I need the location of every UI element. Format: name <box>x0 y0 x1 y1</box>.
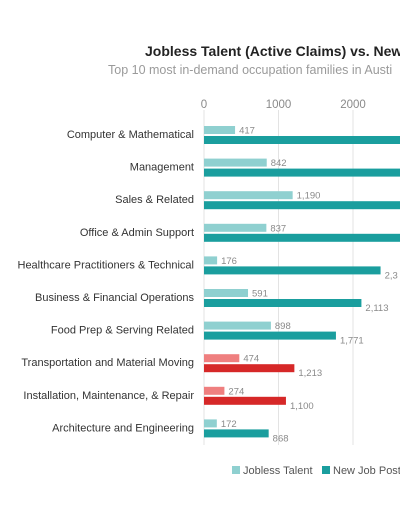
x-axis-ticks: 0 1000 2000 <box>201 99 366 111</box>
data-label-jobless-talent: 474 <box>243 354 259 365</box>
data-label-jobless-talent: 837 <box>270 223 286 234</box>
x-tick-label: 1000 <box>266 99 292 111</box>
bar-new-job-postings <box>204 364 295 373</box>
chart-title: Jobless Talent (Active Claims) vs. New J <box>145 43 400 59</box>
data-label-jobless-talent: 417 <box>239 126 255 137</box>
bar-new-job-postings <box>204 299 362 307</box>
category-labels: Computer & Mathematical Management Sales &… <box>18 129 195 434</box>
bar-new-job-postings <box>204 396 286 405</box>
bar-jobless-talent <box>204 354 240 363</box>
data-label-jobless-talent: 172 <box>221 419 237 430</box>
bar-new-job-postings <box>204 266 381 275</box>
category-label: Business & Financial Operations <box>35 292 194 304</box>
data-label-jobless-talent: 898 <box>275 321 291 332</box>
data-label-jobless-talent: 1,190 <box>297 191 321 202</box>
data-label-new-job-postings: 1,100 <box>290 401 314 412</box>
data-label-new-job-postings: 868 <box>273 433 289 444</box>
bar-jobless-talent <box>204 223 267 232</box>
legend-label-jobless-talent: Jobless Talent <box>243 465 313 477</box>
data-label-new-job-postings: 2,113 <box>365 303 388 314</box>
bar-jobless-talent <box>204 419 217 428</box>
x-tick-label: 0 <box>201 99 207 111</box>
category-label: Transportation and Material Moving <box>21 357 194 369</box>
bar-jobless-talent <box>204 289 249 297</box>
category-label: Architecture and Engineering <box>52 422 194 434</box>
bar-new-job-postings <box>204 331 336 340</box>
category-label: Food Prep & Serving Related <box>51 325 194 337</box>
data-label-new-job-postings: 2,3 <box>385 270 398 281</box>
category-label: Healthcare Practitioners & Technical <box>18 259 195 271</box>
bar-jobless-talent <box>204 158 267 167</box>
bar-jobless-talent <box>204 256 218 265</box>
category-label: Office & Admin Support <box>80 227 194 239</box>
bar-jobless-talent <box>204 191 293 200</box>
data-label-jobless-talent: 591 <box>252 289 268 300</box>
category-label: Management <box>130 162 194 174</box>
legend-swatch-jobless-talent <box>232 466 240 474</box>
bar-jobless-talent <box>204 126 236 134</box>
bar-new-job-postings <box>204 233 400 242</box>
bars: 417 842 1,190 837 176 2,3 591 2,113 898 1,771 474 1… <box>204 126 400 444</box>
data-label-jobless-talent: 176 <box>221 256 237 267</box>
legend-swatch-new-job-postings <box>322 466 330 474</box>
bar-jobless-talent <box>204 321 271 330</box>
legend: Jobless Talent New Job Postin <box>232 465 400 477</box>
bar-jobless-talent <box>204 386 225 395</box>
data-label-new-job-postings: 1,213 <box>298 368 322 379</box>
bar-new-job-postings <box>204 201 400 210</box>
x-tick-label: 2000 <box>340 99 366 111</box>
bar-new-job-postings <box>204 429 269 438</box>
data-label-jobless-talent: 842 <box>271 158 287 169</box>
legend-label-new-job-postings: New Job Postin <box>333 465 400 477</box>
chart-subtitle: Top 10 most in-demand occupation familie… <box>108 63 392 77</box>
category-label: Sales & Related <box>115 194 194 206</box>
category-label: Computer & Mathematical <box>67 129 194 141</box>
data-label-jobless-talent: 274 <box>228 386 244 397</box>
data-label-new-job-postings: 1,771 <box>340 336 364 347</box>
bar-new-job-postings <box>204 168 400 177</box>
category-label: Installation, Maintenance, & Repair <box>23 390 194 402</box>
bar-new-job-postings <box>204 136 400 144</box>
